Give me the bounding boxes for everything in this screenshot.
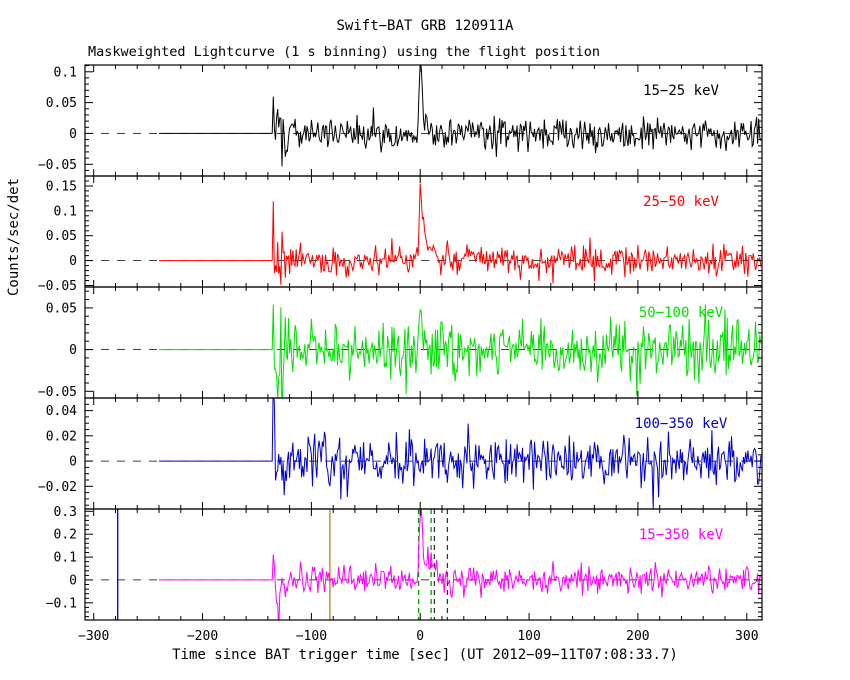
y-tick-label: 0.1 bbox=[54, 551, 77, 566]
panel-3: 0.05 0 −0.05 50−100 keV bbox=[38, 286, 763, 400]
y-tick-label: 0 bbox=[69, 455, 77, 470]
y-tick-label: 0 bbox=[69, 573, 77, 588]
y-tick-label: 0.3 bbox=[54, 505, 77, 520]
y-tick-label: 0.05 bbox=[46, 229, 77, 244]
y-tick-label: −0.05 bbox=[38, 158, 77, 173]
y-tick-label: 0.05 bbox=[46, 96, 77, 111]
y-tick-label: 0.02 bbox=[46, 429, 77, 444]
energy-band-label: 15−25 keV bbox=[643, 83, 719, 99]
y-tick-label: −0.1 bbox=[46, 596, 77, 611]
chart-subtitle: Maskweighted Lightcurve (1 s binning) us… bbox=[88, 44, 600, 60]
y-tick-label: 0.1 bbox=[54, 204, 77, 219]
y-tick-label: 0 bbox=[69, 127, 77, 142]
y-tick-label: 0.2 bbox=[54, 528, 77, 543]
panel-5: 0.3 0.2 0.1 0 −0.1 15−350 keV bbox=[46, 505, 763, 621]
energy-band-label: 15−350 keV bbox=[639, 527, 724, 543]
y-tick-label: 0.15 bbox=[46, 180, 77, 195]
y-tick-label: −0.02 bbox=[38, 480, 77, 495]
x-tick-label: −100 bbox=[296, 629, 327, 644]
y-tick-label: 0 bbox=[69, 254, 77, 269]
x-tick-label: 0 bbox=[416, 629, 424, 644]
panel-4: 0.04 0.02 0 −0.02 100−350 keV bbox=[38, 397, 763, 510]
panel-frame bbox=[84, 175, 763, 288]
series-line bbox=[159, 65, 762, 167]
series-line bbox=[159, 304, 762, 398]
energy-band-label: 100−350 keV bbox=[635, 416, 728, 432]
y-tick-label: 0.04 bbox=[46, 404, 77, 419]
y-tick-label: −0.05 bbox=[38, 279, 77, 294]
series-line bbox=[159, 398, 762, 509]
chart-title: Swift−BAT GRB 120911A bbox=[336, 18, 514, 34]
x-tick-label: 200 bbox=[626, 629, 649, 644]
energy-band-label: 25−50 keV bbox=[643, 194, 719, 210]
energy-band-label: 50−100 keV bbox=[639, 305, 724, 321]
x-tick-label: 300 bbox=[735, 629, 758, 644]
y-tick-label: 0.1 bbox=[54, 65, 77, 80]
panel-2: 0.15 0.1 0.05 0 −0.05 25−50 keV bbox=[38, 175, 763, 294]
x-tick-label: 100 bbox=[517, 629, 540, 644]
x-tick-label: −200 bbox=[187, 629, 218, 644]
x-tick-label: −300 bbox=[78, 629, 109, 644]
panel-1: 0.1 0.05 0 −0.05 15−25 keV bbox=[38, 64, 763, 177]
y-axis-label: Counts/sec/det bbox=[6, 178, 22, 296]
series-line bbox=[159, 183, 762, 285]
series-line bbox=[159, 509, 762, 620]
panels-group: 0.1 0.05 0 −0.05 15−25 keV 0.15 0.1 0.05 0 −0.05 2… bbox=[38, 64, 763, 644]
panel-frame bbox=[84, 397, 763, 510]
y-tick-label: 0.05 bbox=[46, 301, 77, 316]
x-axis-label: Time since BAT trigger time [sec] (UT 20… bbox=[172, 647, 678, 663]
y-tick-label: −0.05 bbox=[38, 385, 77, 400]
y-tick-label: 0 bbox=[69, 343, 77, 358]
panel-frame bbox=[84, 508, 763, 621]
